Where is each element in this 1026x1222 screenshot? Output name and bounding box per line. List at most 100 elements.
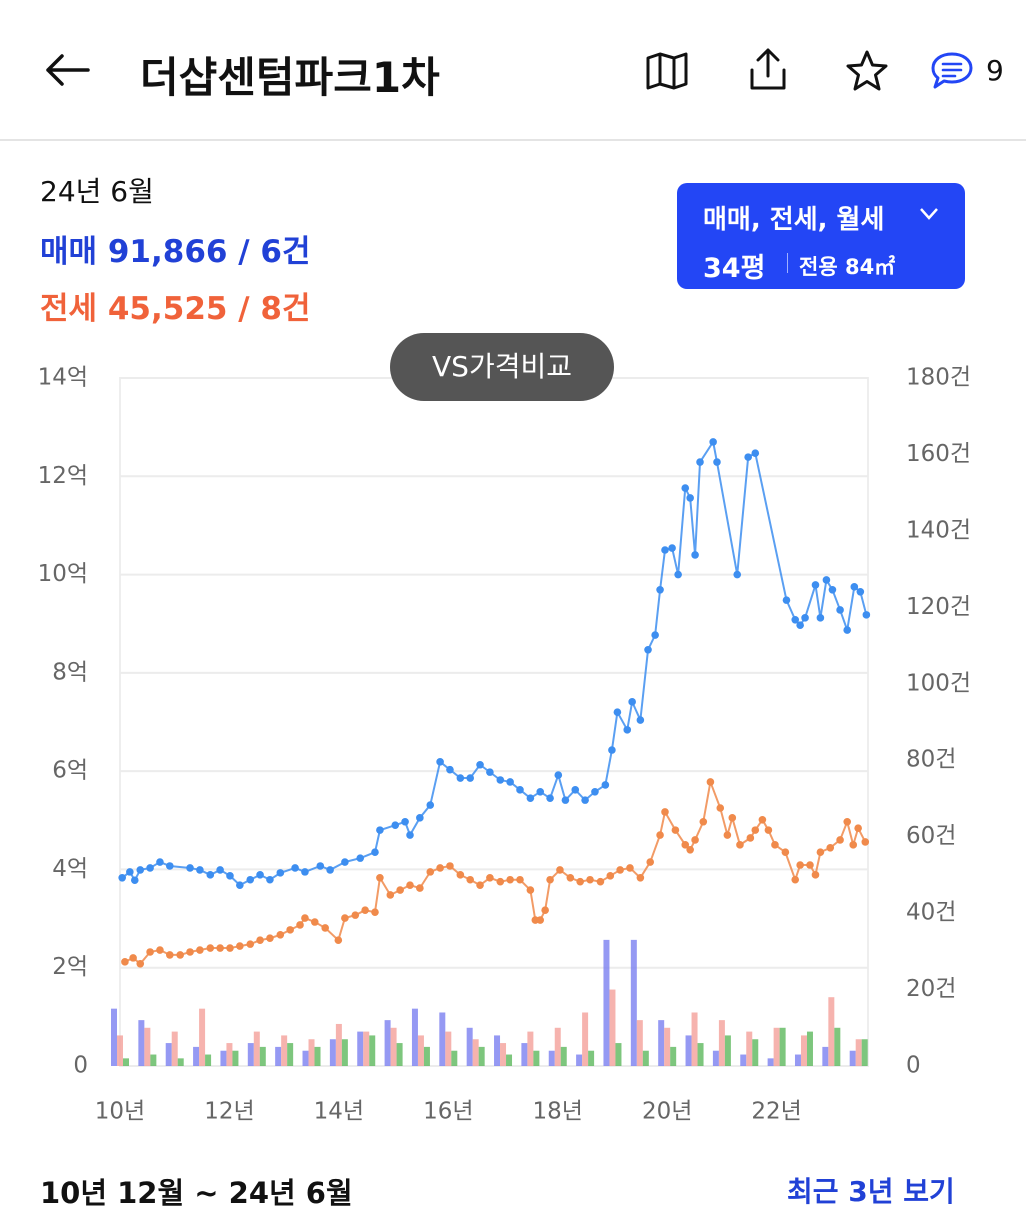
price-point xyxy=(822,576,831,584)
price-point xyxy=(596,877,605,886)
volume-bar xyxy=(548,1050,555,1066)
price-point xyxy=(156,858,164,866)
map-icon[interactable] xyxy=(644,50,690,92)
price-point xyxy=(396,886,404,894)
price-point xyxy=(671,826,680,834)
x-tick-label: 18년 xyxy=(533,1099,583,1125)
filter-button[interactable]: 매매, 전세, 월세 34평 전용 84㎡ xyxy=(677,183,965,289)
volume-bar xyxy=(560,1046,567,1066)
price-point xyxy=(129,954,137,962)
price-point xyxy=(506,778,514,786)
price-line xyxy=(124,778,867,966)
sale-summary: 매매 91,866 / 6건 xyxy=(40,226,310,271)
y2-tick-label: 20건 xyxy=(906,976,956,1002)
comment-count[interactable]: 9 xyxy=(986,54,1004,87)
volume-bar xyxy=(466,1027,473,1066)
price-point xyxy=(416,814,424,822)
price-point xyxy=(301,868,309,876)
volume-bar xyxy=(138,1020,145,1066)
price-point xyxy=(736,841,744,849)
price-point xyxy=(126,868,134,876)
price-point xyxy=(601,781,610,789)
volume-bar xyxy=(150,1054,157,1066)
price-point xyxy=(386,891,395,899)
price-point xyxy=(751,449,760,457)
volume-bar xyxy=(861,1039,868,1066)
volume-bar xyxy=(232,1050,239,1066)
price-point xyxy=(843,817,852,826)
volume-bar xyxy=(193,1046,200,1066)
volume-bar xyxy=(165,1043,172,1066)
y-tick-label: 8억 xyxy=(52,659,88,685)
price-point xyxy=(406,831,414,839)
date-range: 10년 12월 ~ 24년 6월 xyxy=(40,1176,353,1210)
price-point xyxy=(546,875,554,884)
price-point xyxy=(656,831,664,839)
price-point xyxy=(854,824,862,832)
price-point xyxy=(541,906,549,915)
comment-icon[interactable] xyxy=(930,50,974,92)
volume-bar xyxy=(445,1031,452,1066)
price-point xyxy=(691,836,699,844)
favorite-icon[interactable] xyxy=(844,48,890,94)
y-tick-label: 0 xyxy=(73,1053,88,1079)
price-point xyxy=(276,930,285,939)
price-point xyxy=(796,861,804,869)
price-point xyxy=(608,746,616,754)
price-point xyxy=(699,817,708,826)
price-point xyxy=(196,866,204,874)
volume-bar xyxy=(384,1020,391,1066)
price-point xyxy=(781,848,790,857)
back-button[interactable] xyxy=(44,50,94,90)
recent-3y-link[interactable]: 최근 3년 보기 xyxy=(787,1175,955,1208)
price-point xyxy=(811,581,820,589)
price-point xyxy=(713,458,721,466)
x-tick-label: 20년 xyxy=(642,1099,692,1125)
price-point xyxy=(764,826,773,834)
price-point xyxy=(361,906,369,915)
price-point xyxy=(686,494,694,502)
y2-tick-label: 160건 xyxy=(906,441,971,467)
price-point xyxy=(723,831,732,839)
price-point xyxy=(771,841,779,849)
volume-bar xyxy=(123,1058,129,1066)
price-point xyxy=(476,760,484,769)
volume-bar xyxy=(369,1035,376,1066)
price-point xyxy=(296,921,304,929)
volume-bar xyxy=(205,1054,212,1066)
price-point xyxy=(351,911,360,919)
price-point xyxy=(246,940,255,948)
volume-bar xyxy=(779,1027,786,1066)
volume-bar xyxy=(752,1039,759,1066)
price-point xyxy=(791,615,800,624)
price-point xyxy=(728,814,737,822)
price-point xyxy=(556,866,564,874)
volume-bar xyxy=(417,1035,424,1066)
price-point xyxy=(476,881,484,889)
price-point xyxy=(391,821,400,829)
volume-bar xyxy=(357,1031,364,1066)
plot-frame xyxy=(119,377,869,1067)
y2-tick-label: 120건 xyxy=(906,594,971,620)
price-point xyxy=(716,804,725,812)
price-point xyxy=(826,844,835,852)
compare-button[interactable]: VS가격비교 xyxy=(390,333,614,401)
share-icon[interactable] xyxy=(746,46,790,94)
volume-bar xyxy=(117,1035,123,1066)
volume-bar xyxy=(506,1054,513,1066)
price-point xyxy=(118,873,126,882)
volume-bar xyxy=(554,1027,561,1066)
volume-bar xyxy=(636,1020,643,1066)
volume-bar xyxy=(712,1050,719,1066)
price-point xyxy=(644,645,652,654)
price-point xyxy=(526,794,535,802)
volume-bar xyxy=(582,1012,589,1066)
volume-bar xyxy=(828,997,835,1066)
x-tick-label: 22년 xyxy=(751,1099,801,1125)
y2-tick-label: 60건 xyxy=(906,823,956,849)
price-point xyxy=(661,808,669,816)
price-point xyxy=(416,884,424,892)
price-point xyxy=(709,438,717,446)
volume-bar xyxy=(834,1027,841,1066)
